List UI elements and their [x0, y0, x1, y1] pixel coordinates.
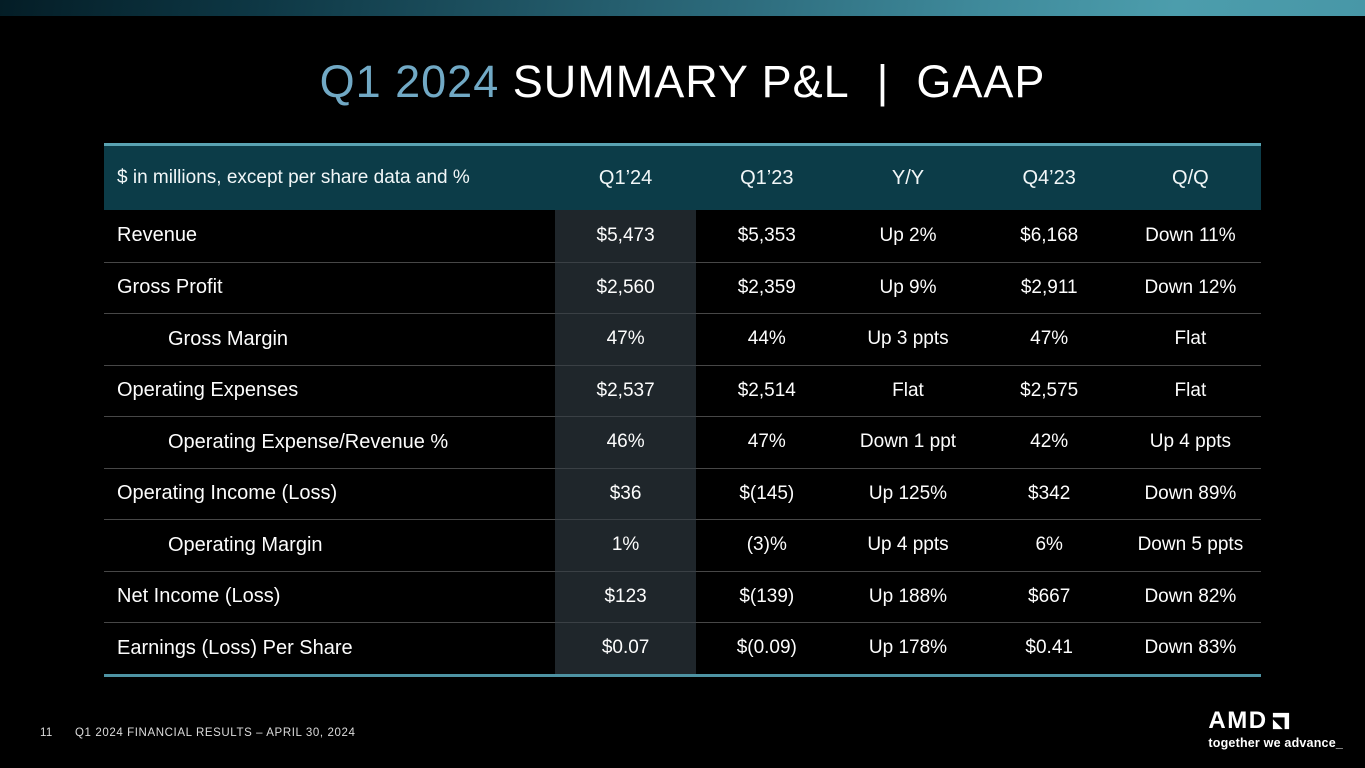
amd-logo: AMD together we advance_ — [1208, 707, 1343, 751]
row-label: Net Income (Loss) — [104, 570, 555, 623]
cell-q124: 47% — [555, 313, 697, 365]
cell-q423: 42% — [978, 416, 1120, 468]
cell-yy: Up 178% — [837, 622, 979, 674]
row-label: Gross Margin — [104, 313, 555, 365]
row-label: Revenue — [117, 224, 198, 247]
cell-q124: $2,560 — [555, 261, 697, 313]
cell-qq: Down 89% — [1119, 467, 1261, 520]
row-label: Operating Income (Loss) — [104, 467, 555, 520]
cell-q423: 6% — [978, 519, 1120, 571]
cell-yy: Up 9% — [837, 261, 979, 314]
pnl-table-header: $ in millions, except per share data and… — [104, 143, 1261, 210]
cell-qq: Down 83% — [1119, 622, 1261, 674]
cell-q124: $36 — [555, 467, 697, 519]
table-row: Earnings (Loss) Per Share $0.07 $(0.09) Up … — [104, 622, 1261, 674]
cell-qq: Down 5 ppts — [1119, 519, 1261, 571]
cell-yy: Up 4 ppts — [837, 519, 979, 571]
row-label: Operating Margin — [104, 519, 555, 571]
footer-note: Q1 2024 FINANCIAL RESULTS – APRIL 30, 20… — [75, 727, 356, 739]
cell-q123: $(0.09) — [696, 622, 838, 674]
cell-yy: Up 125% — [837, 467, 979, 520]
cell-q124: $5,473 — [555, 210, 697, 262]
cell-q123: $2,514 — [696, 364, 838, 417]
table-row: Operating Income (Loss) $36 $(145) Up 125% $… — [104, 467, 1261, 520]
pnl-table: $ in millions, except per share data and… — [104, 143, 1261, 677]
row-label: Operating Expenses — [104, 364, 555, 417]
cell-q123: $(145) — [696, 467, 838, 520]
cell-q124: $0.07 — [555, 622, 697, 674]
cell-q123: 44% — [696, 313, 838, 365]
cell-q423: $6,168 — [1020, 224, 1079, 246]
column-header-yy: Y/Y — [891, 166, 925, 189]
amd-wordmark: AMD — [1208, 707, 1268, 734]
table-row: Operating Expense/Revenue % 46% 47% Down 1 … — [104, 416, 1261, 468]
table-row: Operating Expenses $2,537 $2,514 Flat $2,575… — [104, 364, 1261, 417]
table-row: Gross Profit $2,560 $2,359 Up 9% $2,911 Down … — [104, 261, 1261, 314]
amd-tagline: together we advance_ — [1208, 736, 1343, 750]
cell-q123: 47% — [696, 416, 838, 468]
cell-q423: $2,911 — [978, 261, 1120, 314]
cell-q123: $(139) — [696, 570, 838, 623]
cell-qq: Up 4 ppts — [1119, 416, 1261, 468]
page-number: 11 — [40, 727, 53, 739]
cell-q423: $0.41 — [978, 622, 1120, 674]
top-accent-bar — [0, 0, 1365, 16]
cell-q123: $2,359 — [696, 261, 838, 314]
cell-q124: 1% — [555, 519, 697, 571]
table-row: Revenue $5,473 $5,353 Up 2% $6,168 Down 11% — [104, 210, 1261, 262]
cell-q423: $2,575 — [978, 364, 1120, 417]
cell-q123: (3)% — [696, 519, 838, 571]
column-header-q423: Q4’23 — [1022, 166, 1076, 189]
row-label: Earnings (Loss) Per Share — [104, 622, 555, 674]
row-label: Gross Profit — [104, 261, 555, 314]
cell-yy: Flat — [837, 364, 979, 417]
cell-qq: Down 82% — [1119, 570, 1261, 623]
cell-qq: Down 12% — [1119, 261, 1261, 314]
cell-yy: Up 2% — [879, 224, 937, 246]
table-row: Operating Margin 1% (3)% Up 4 ppts 6% Down 5 … — [104, 519, 1261, 571]
table-row: Gross Margin 47% 44% Up 3 ppts 47% Flat — [104, 313, 1261, 365]
slide-title: Q1 2024 SUMMARY P&L | GAAP — [0, 56, 1365, 108]
cell-q423: 47% — [978, 313, 1120, 365]
cell-q124: $2,537 — [555, 364, 697, 416]
row-label: Operating Expense/Revenue % — [104, 416, 555, 468]
pnl-table-body: Revenue $5,473 $5,353 Up 2% $6,168 Down 11% Gr… — [104, 210, 1261, 677]
cell-qq: Flat — [1119, 364, 1261, 417]
cell-yy: Up 3 ppts — [837, 313, 979, 365]
slide-title-rest: SUMMARY P&L | GAAP — [499, 56, 1046, 107]
cell-q124: 46% — [555, 416, 697, 468]
column-header-qq: Q/Q — [1172, 166, 1209, 189]
table-row: Net Income (Loss) $123 $(139) Up 188% $667 Do… — [104, 570, 1261, 623]
units-note: $ in millions, except per share data and… — [117, 167, 470, 188]
cell-qq: Down 11% — [1145, 224, 1236, 246]
cell-q423: $342 — [978, 467, 1120, 520]
cell-yy: Up 188% — [837, 570, 979, 623]
slide-title-accent: Q1 2024 — [319, 56, 500, 107]
cell-q423: $667 — [978, 570, 1120, 623]
cell-q124: $123 — [555, 570, 697, 622]
amd-arrow-icon — [1272, 712, 1289, 730]
cell-q123: $5,353 — [737, 224, 796, 246]
cell-qq: Flat — [1119, 313, 1261, 365]
column-header-q124: Q1’24 — [598, 166, 653, 189]
column-header-q123: Q1’23 — [740, 166, 794, 189]
cell-yy: Down 1 ppt — [837, 416, 979, 468]
